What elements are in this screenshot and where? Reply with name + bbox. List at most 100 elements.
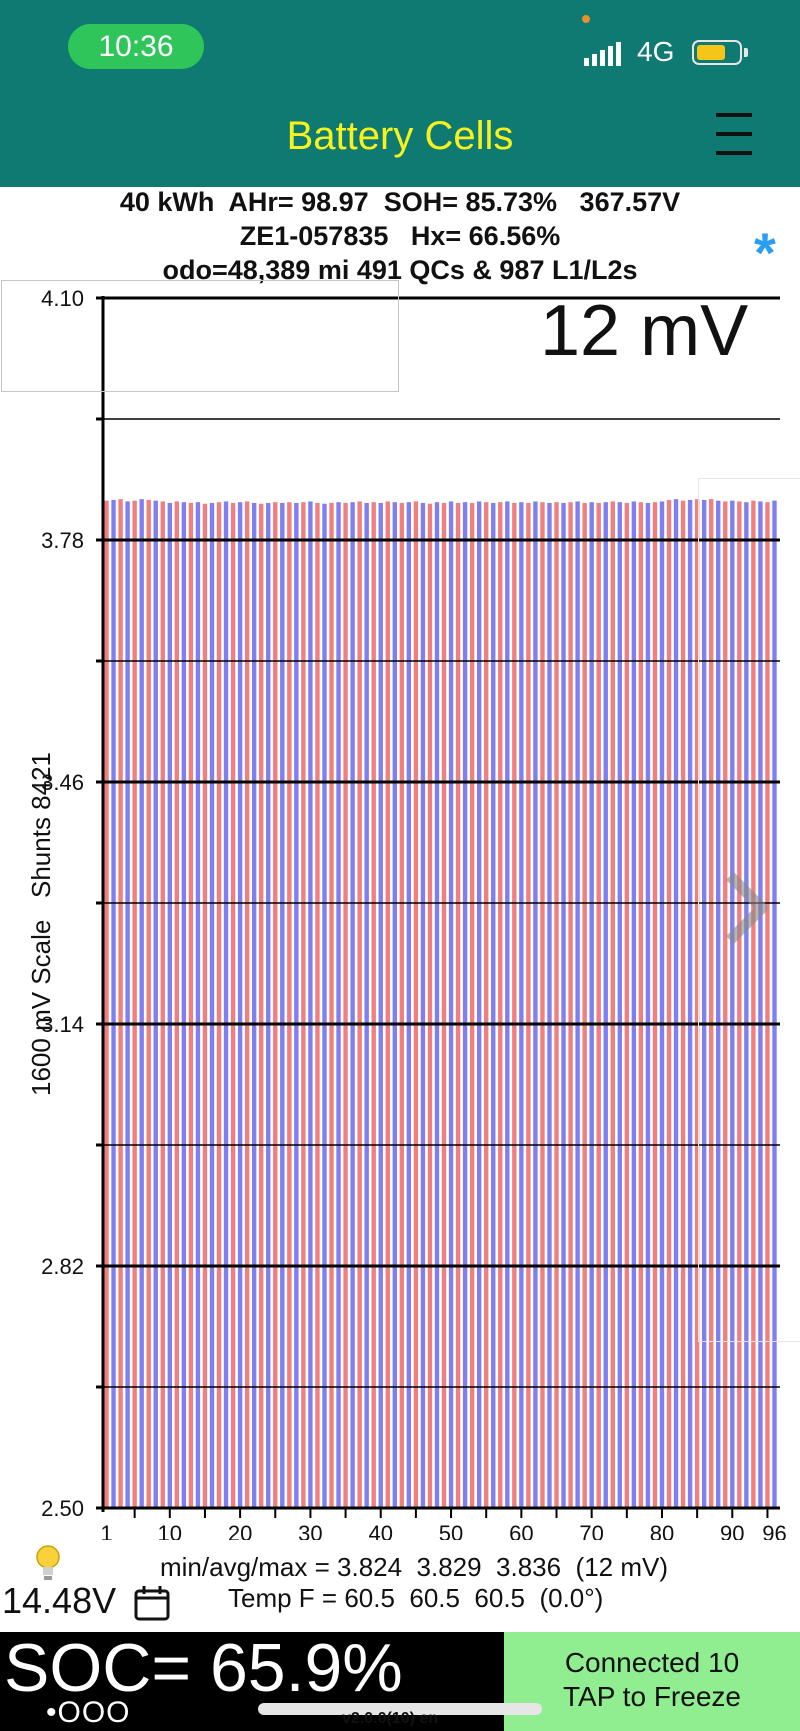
cell-bar[interactable]: [624, 502, 630, 1509]
cell-bar[interactable]: [462, 502, 468, 1508]
asterisk-button[interactable]: *: [754, 221, 776, 284]
cell-bar[interactable]: [519, 502, 524, 1508]
cell-bar[interactable]: [406, 502, 412, 1508]
cell-bar[interactable]: [259, 503, 264, 1508]
cell-bar[interactable]: [174, 501, 180, 1508]
cell-bar[interactable]: [287, 502, 292, 1508]
cell-bar[interactable]: [399, 502, 405, 1509]
cell-bar[interactable]: [132, 500, 137, 1508]
cell-bar[interactable]: [540, 502, 545, 1508]
cell-bar[interactable]: [237, 502, 243, 1508]
cell-bar[interactable]: [350, 502, 355, 1508]
cell-bar[interactable]: [603, 502, 608, 1508]
cell-bar[interactable]: [322, 503, 327, 1508]
cell-bar[interactable]: [666, 499, 672, 1508]
cell-bar[interactable]: [181, 502, 187, 1508]
cell-bar[interactable]: [125, 501, 130, 1508]
page-indicator[interactable]: •OOO: [46, 1696, 131, 1729]
cell-voltage-chart[interactable]: 4.10 3.78 3.46 3.14 2.82 2.50 1 10 20 30 40 50 60 70 8…: [0, 270, 800, 1540]
cell-bar[interactable]: [273, 502, 278, 1508]
cell-bar[interactable]: [526, 502, 531, 1509]
cell-bar[interactable]: [209, 502, 215, 1509]
cell-bar[interactable]: [441, 502, 447, 1509]
cell-bar[interactable]: [568, 502, 573, 1508]
cell-bar[interactable]: [118, 499, 123, 1509]
connect-freeze-button[interactable]: Connected 10 TAP to Freeze: [504, 1632, 800, 1731]
cell-bar[interactable]: [638, 502, 644, 1508]
cell-bar[interactable]: [561, 502, 566, 1509]
cell-bar[interactable]: [476, 501, 482, 1508]
cell-bar[interactable]: [554, 502, 559, 1508]
cell-bar[interactable]: [744, 502, 749, 1508]
cell-bar[interactable]: [202, 503, 208, 1508]
cell-bar[interactable]: [694, 499, 700, 1509]
cell-bar[interactable]: [230, 502, 236, 1509]
calendar-icon[interactable]: [134, 1585, 170, 1621]
cell-bar[interactable]: [188, 502, 194, 1509]
cell-bar[interactable]: [617, 502, 622, 1508]
cell-bar[interactable]: [294, 502, 299, 1509]
cell-bar[interactable]: [251, 502, 257, 1509]
cell-bar[interactable]: [378, 502, 383, 1509]
cell-bar[interactable]: [427, 503, 433, 1508]
cell-bar[interactable]: [498, 502, 503, 1508]
cell-bar[interactable]: [223, 501, 229, 1508]
cell-bar[interactable]: [153, 500, 158, 1508]
cell-bar[interactable]: [104, 500, 109, 1508]
cell-bar[interactable]: [315, 502, 320, 1509]
chevron-right-icon[interactable]: [722, 868, 772, 948]
cell-bar[interactable]: [589, 502, 594, 1508]
cell-bar[interactable]: [195, 502, 201, 1508]
cell-bar[interactable]: [610, 501, 615, 1508]
cell-bar[interactable]: [687, 499, 693, 1508]
cell-bar[interactable]: [146, 499, 151, 1508]
cell-bar[interactable]: [111, 499, 116, 1508]
cell-bar[interactable]: [357, 501, 362, 1508]
cell-bar[interactable]: [139, 499, 144, 1509]
cell-bar[interactable]: [772, 500, 777, 1508]
cell-bar[interactable]: [631, 501, 637, 1508]
cell-bar[interactable]: [673, 499, 679, 1509]
lightbulb-icon[interactable]: [34, 1543, 62, 1585]
cell-bar[interactable]: [645, 502, 651, 1509]
cell-bar[interactable]: [364, 502, 369, 1509]
cell-bar[interactable]: [701, 499, 707, 1508]
side-panel-handle[interactable]: [698, 478, 800, 1342]
cell-bar[interactable]: [582, 502, 587, 1509]
cell-bar[interactable]: [737, 501, 742, 1508]
cell-bar[interactable]: [723, 501, 728, 1508]
cell-bar[interactable]: [167, 502, 172, 1509]
cell-bar[interactable]: [709, 499, 714, 1509]
cell-bar[interactable]: [547, 502, 552, 1509]
cell-bar[interactable]: [652, 502, 658, 1508]
cell-bar[interactable]: [392, 502, 397, 1508]
cell-bar[interactable]: [455, 502, 461, 1509]
cell-bar[interactable]: [216, 502, 222, 1508]
cell-bar[interactable]: [385, 501, 390, 1508]
cell-bar[interactable]: [596, 502, 601, 1509]
cell-bar[interactable]: [469, 502, 475, 1509]
cell-bar[interactable]: [301, 502, 306, 1508]
cell-bar[interactable]: [505, 501, 510, 1508]
cell-bar[interactable]: [266, 502, 271, 1509]
cell-bar[interactable]: [434, 502, 440, 1508]
cell-bar[interactable]: [484, 502, 489, 1508]
cell-bar[interactable]: [160, 501, 165, 1508]
cell-bar[interactable]: [329, 502, 334, 1509]
cell-bar[interactable]: [448, 501, 454, 1508]
cell-bar[interactable]: [716, 500, 721, 1508]
cell-bar[interactable]: [336, 502, 341, 1508]
hamburger-icon[interactable]: [716, 113, 752, 155]
cell-bar[interactable]: [420, 502, 426, 1509]
cell-bar[interactable]: [575, 501, 580, 1508]
cell-bar[interactable]: [751, 500, 756, 1508]
cell-bar[interactable]: [343, 502, 348, 1509]
cell-bar[interactable]: [533, 501, 538, 1508]
cell-bar[interactable]: [758, 501, 763, 1508]
cell-bar[interactable]: [730, 500, 735, 1508]
cell-bar[interactable]: [308, 501, 313, 1508]
cell-bar[interactable]: [680, 500, 686, 1508]
cell-bar[interactable]: [413, 501, 419, 1508]
chart-overlay-box[interactable]: [1, 280, 399, 392]
cell-bar[interactable]: [765, 502, 770, 1508]
